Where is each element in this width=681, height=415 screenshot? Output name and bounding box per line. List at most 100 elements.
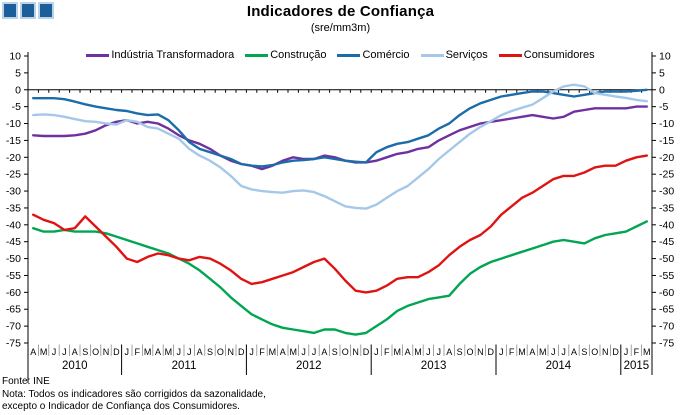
month-label: S — [207, 347, 213, 357]
month-label: N — [477, 347, 484, 357]
chart-title: Indicadores de Confiança — [246, 3, 435, 20]
month-label: D — [612, 347, 619, 357]
y-axis-label-left: -70 — [6, 321, 21, 333]
year-label: 2014 — [546, 360, 572, 372]
month-label: A — [72, 347, 78, 357]
legend-swatch — [86, 53, 110, 57]
month-label: D — [113, 347, 120, 357]
logo-square-icon — [20, 2, 36, 19]
series-line-servicos — [32, 83, 648, 210]
y-axis-label-right: -35 — [659, 202, 674, 214]
series-line-construcao — [32, 220, 648, 336]
month-label: N — [103, 347, 110, 357]
chart-subtitle: (sre/mm3m) — [310, 22, 371, 34]
chart-legend: Indústria Transformadora Construção Comérc… — [36, 49, 645, 61]
month-label: J — [62, 347, 67, 357]
y-axis-label-left: -35 — [6, 202, 21, 214]
month-label: J — [177, 347, 182, 357]
logo-square-icon — [2, 2, 18, 19]
y-axis-label-left: -15 — [6, 135, 21, 147]
y-axis-label-right: -45 — [659, 236, 674, 248]
month-label: A — [197, 347, 203, 357]
month-label: J — [499, 347, 504, 357]
y-axis-label-left: -25 — [6, 169, 21, 181]
month-label: F — [384, 347, 390, 357]
month-label: F — [634, 347, 640, 357]
month-label: A — [405, 347, 411, 357]
month-label: O — [591, 347, 598, 357]
legend-item-industria-transformadora: Indústria Transformadora — [86, 49, 234, 61]
month-label: F — [259, 347, 265, 357]
month-label: M — [165, 347, 173, 357]
y-axis-label-left: -30 — [6, 186, 21, 198]
y-axis-label-left: -65 — [6, 304, 21, 316]
month-label: N — [228, 347, 235, 357]
month-label: M — [518, 347, 526, 357]
y-axis-label-left: -5 — [12, 101, 21, 113]
y-axis-label-left: -45 — [6, 236, 21, 248]
y-axis-label-right: -65 — [659, 304, 674, 316]
legend-item-consumidores: Consumidores — [498, 49, 595, 61]
month-label: S — [332, 347, 338, 357]
month-label: J — [624, 347, 629, 357]
y-axis-label-right: -75 — [659, 338, 674, 350]
month-label: F — [509, 347, 515, 357]
month-label: S — [457, 347, 463, 357]
y-axis-label-right: -70 — [659, 321, 674, 333]
legend-label: Construção — [270, 49, 327, 61]
y-axis-label-left: -10 — [6, 118, 21, 130]
month-label: M — [40, 347, 48, 357]
y-axis-label-right: -10 — [659, 118, 674, 130]
institution-logo — [2, 2, 54, 19]
legend-label: Consumidores — [523, 49, 595, 61]
legend-label: Serviços — [445, 49, 488, 61]
series-line-comercio — [32, 88, 648, 168]
y-axis-label-right: 0 — [659, 84, 665, 96]
month-label: J — [249, 347, 254, 357]
y-axis-label-left: 10 — [9, 51, 21, 63]
month-label: O — [217, 347, 224, 357]
month-label: M — [144, 347, 152, 357]
y-axis-label-left: 5 — [15, 67, 21, 79]
year-label: 2011 — [172, 360, 197, 372]
month-label: A — [30, 347, 36, 357]
y-axis-label-left: -50 — [6, 253, 21, 265]
month-label: F — [134, 347, 140, 357]
month-label: A — [321, 347, 327, 357]
month-label: M — [539, 347, 547, 357]
month-label: M — [643, 347, 651, 357]
month-label: J — [551, 347, 556, 357]
month-label: J — [52, 347, 57, 357]
legend-item-servicos: Serviços — [420, 49, 488, 61]
month-label: J — [312, 347, 317, 357]
month-label: J — [437, 347, 442, 357]
y-axis-label-right: -15 — [659, 135, 674, 147]
year-label: 2015 — [624, 360, 650, 372]
month-label: S — [82, 347, 88, 357]
seasonality-note-line2: excepto o Indicador de Confiança dos Con… — [2, 401, 240, 412]
month-label: N — [352, 347, 359, 357]
year-label: 2010 — [62, 360, 88, 372]
month-label: M — [393, 347, 401, 357]
y-axis-label-left: -20 — [6, 152, 21, 164]
month-label: A — [155, 347, 161, 357]
source-note: Fonte: INE — [2, 376, 50, 387]
y-axis-label-right: -60 — [659, 287, 674, 299]
month-label: A — [571, 347, 577, 357]
month-label: J — [561, 347, 566, 357]
month-label: J — [374, 347, 379, 357]
month-label: S — [581, 347, 587, 357]
y-axis-label-left: -60 — [6, 287, 21, 299]
year-label: 2012 — [296, 360, 322, 372]
y-axis-label-right: -20 — [659, 152, 674, 164]
month-label: A — [280, 347, 286, 357]
month-label: N — [602, 347, 609, 357]
legend-item-comercio: Comércio — [337, 49, 410, 61]
y-axis-label-right: -40 — [659, 219, 674, 231]
y-axis-label-right: 10 — [659, 51, 671, 63]
y-axis-label-right: 5 — [659, 67, 665, 79]
month-label: J — [426, 347, 431, 357]
month-label: J — [301, 347, 306, 357]
y-axis-label-right: -30 — [659, 186, 674, 198]
